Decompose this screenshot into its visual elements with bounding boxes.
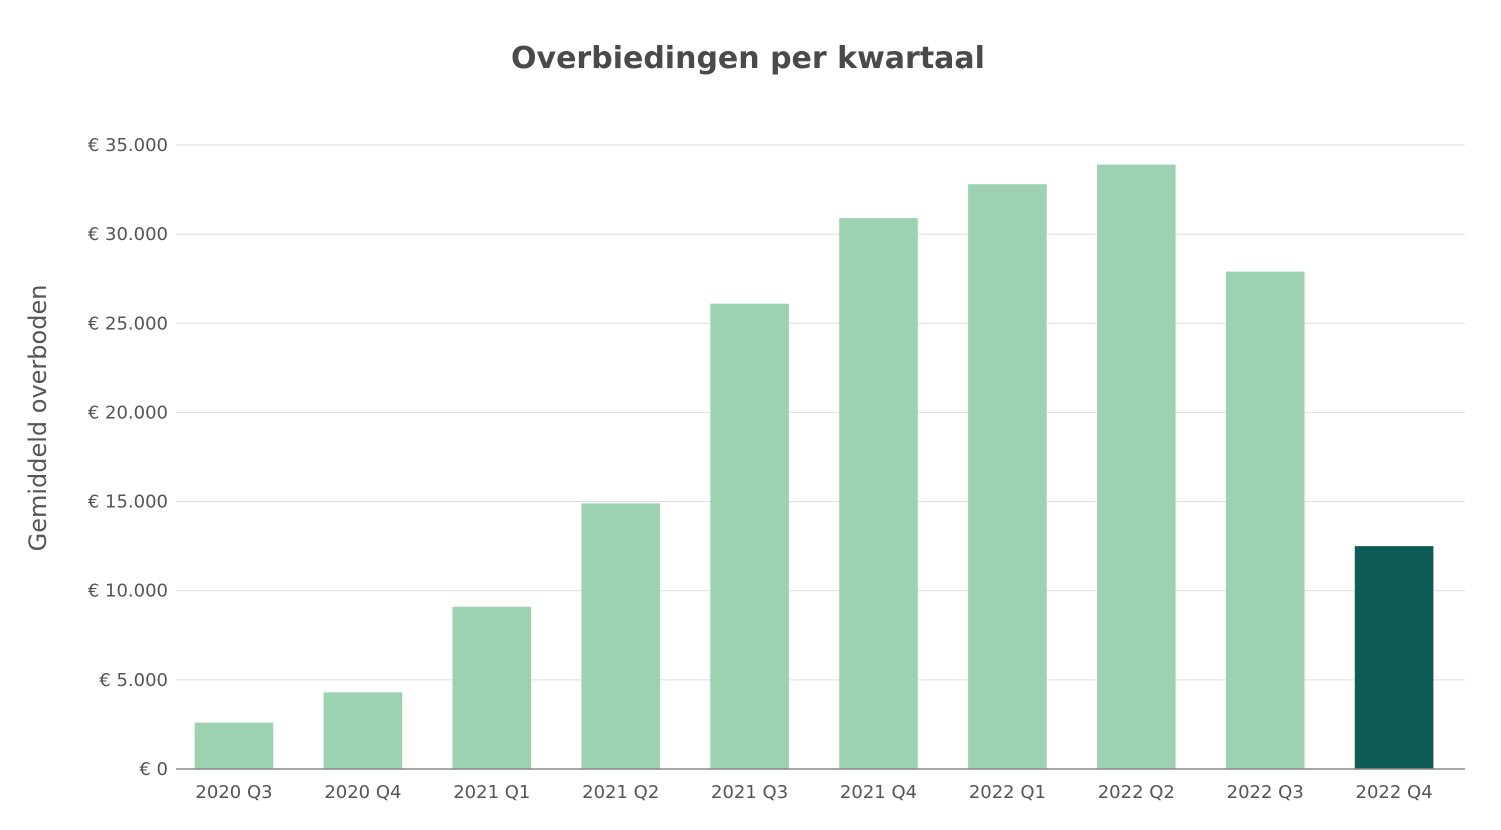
y-tick-label: € 35.000	[88, 135, 168, 156]
x-tick-label: 2022 Q1	[969, 782, 1046, 803]
x-tick-label: 2021 Q2	[582, 782, 659, 803]
y-axis-ticks: € 0 € 5.000 € 10.000 € 15.000 € 20.000 € 25.0…	[88, 135, 168, 780]
bar	[839, 218, 918, 769]
x-tick-label: 2022 Q2	[1098, 782, 1175, 803]
bar	[1225, 271, 1305, 769]
y-tick-label: € 20.000	[88, 402, 168, 423]
y-tick-label: € 30.000	[88, 224, 168, 245]
bar	[194, 722, 274, 769]
bar	[581, 503, 661, 769]
bar	[968, 184, 1047, 770]
x-tick-label: 2022 Q3	[1227, 782, 1304, 803]
x-tick-label: 2022 Q4	[1356, 782, 1433, 803]
y-tick-label: € 5.000	[99, 670, 168, 691]
x-tick-label: 2021 Q1	[453, 782, 530, 803]
bar	[1354, 546, 1434, 769]
x-tick-label: 2021 Q3	[711, 782, 788, 803]
x-tick-label: 2021 Q4	[840, 782, 917, 803]
x-tick-label: 2020 Q4	[324, 782, 401, 803]
y-tick-label: € 25.000	[88, 313, 168, 334]
bar	[452, 606, 532, 769]
y-tick-label: € 15.000	[88, 492, 168, 513]
gridlines	[176, 144, 1465, 681]
bars	[194, 164, 1434, 770]
x-axis-ticks: 2020 Q3 2020 Q4 2021 Q1 2021 Q2 2021 Q3 2021 …	[195, 782, 1432, 803]
bar	[710, 303, 789, 769]
y-tick-label: € 10.000	[88, 581, 168, 602]
y-tick-label: € 0	[139, 759, 168, 780]
bar	[1096, 164, 1176, 769]
y-axis-label: Gemiddeld overboden	[24, 285, 52, 552]
bar	[323, 692, 403, 769]
chart-title: Overbiedingen per kwartaal	[511, 41, 985, 76]
x-tick-label: 2020 Q3	[195, 782, 272, 803]
